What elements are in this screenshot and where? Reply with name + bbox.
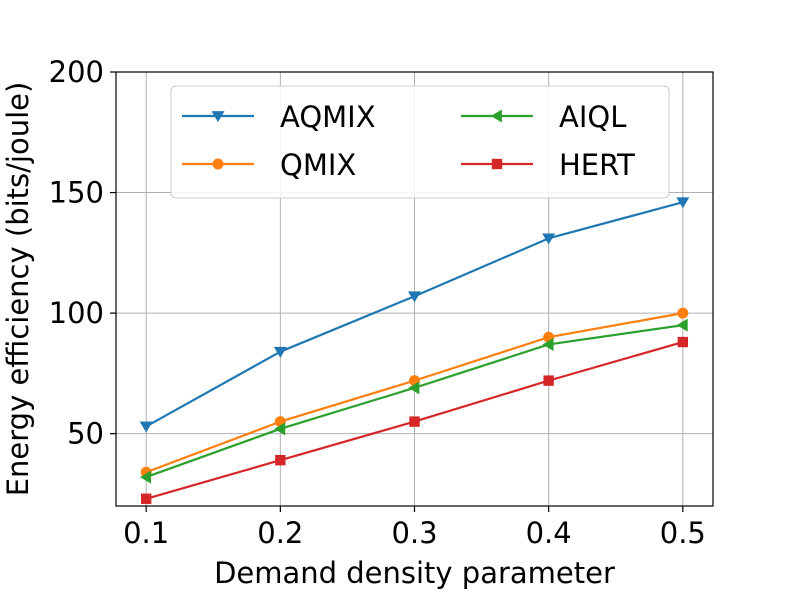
data-point-aiql bbox=[542, 337, 554, 351]
legend: AQMIX QMIX AIQL HERT bbox=[170, 85, 670, 199]
x-tick-label: 0.2 bbox=[257, 516, 303, 550]
data-point-hert bbox=[409, 416, 420, 427]
legend-marker-qmix bbox=[212, 158, 224, 170]
legend-box bbox=[170, 85, 670, 199]
y-tick-label: 50 bbox=[67, 417, 104, 451]
series-aiql bbox=[140, 318, 688, 484]
x-axis-title: Demand density parameter bbox=[214, 556, 615, 590]
legend-item-hert: HERT bbox=[461, 148, 635, 182]
legend-label-aiql: AIQL bbox=[559, 100, 626, 134]
y-tick-label: 200 bbox=[49, 55, 104, 89]
y-tick-label: 100 bbox=[49, 296, 104, 330]
data-point-aiql bbox=[274, 422, 286, 436]
legend-item-qmix: QMIX bbox=[182, 148, 356, 182]
data-point-aqmix bbox=[408, 291, 421, 303]
legend-label-hert: HERT bbox=[559, 148, 635, 182]
legend-item-aqmix: AQMIX bbox=[182, 100, 376, 134]
x-tick-label: 0.3 bbox=[391, 516, 437, 550]
series-aqmix bbox=[139, 197, 690, 433]
series-layer bbox=[139, 197, 690, 504]
x-tick-label: 0.5 bbox=[660, 516, 706, 550]
legend-label-qmix: QMIX bbox=[280, 148, 356, 182]
x-tick-label: 0.4 bbox=[526, 516, 572, 550]
legend-marker-hert bbox=[491, 158, 503, 170]
data-point-aqmix bbox=[676, 197, 690, 209]
data-point-hert bbox=[140, 493, 152, 504]
data-point-hert bbox=[543, 375, 554, 386]
x-tick-label: 0.1 bbox=[123, 516, 169, 550]
data-point-aqmix bbox=[139, 421, 153, 433]
data-point-qmix bbox=[677, 307, 689, 319]
data-point-aiql bbox=[408, 381, 420, 395]
ticks: 0.1 0.2 0.3 0.4 0.5 50 100 150 200 bbox=[49, 55, 706, 550]
legend-item-aiql: AIQL bbox=[461, 100, 626, 134]
data-point-aiql bbox=[140, 470, 152, 484]
legend-marker-aiql bbox=[490, 109, 502, 123]
y-axis-title: Energy efficiency (bits/joule) bbox=[1, 82, 35, 497]
legend-marker-aqmix bbox=[211, 111, 225, 123]
series-hert bbox=[140, 336, 689, 504]
data-point-hert bbox=[677, 336, 689, 348]
y-tick-label: 150 bbox=[49, 176, 104, 210]
data-point-hert bbox=[275, 454, 286, 466]
data-point-aiql bbox=[676, 318, 688, 332]
data-point-aqmix bbox=[273, 346, 287, 358]
data-point-aqmix bbox=[542, 233, 556, 245]
legend-label-aqmix: AQMIX bbox=[280, 100, 376, 134]
